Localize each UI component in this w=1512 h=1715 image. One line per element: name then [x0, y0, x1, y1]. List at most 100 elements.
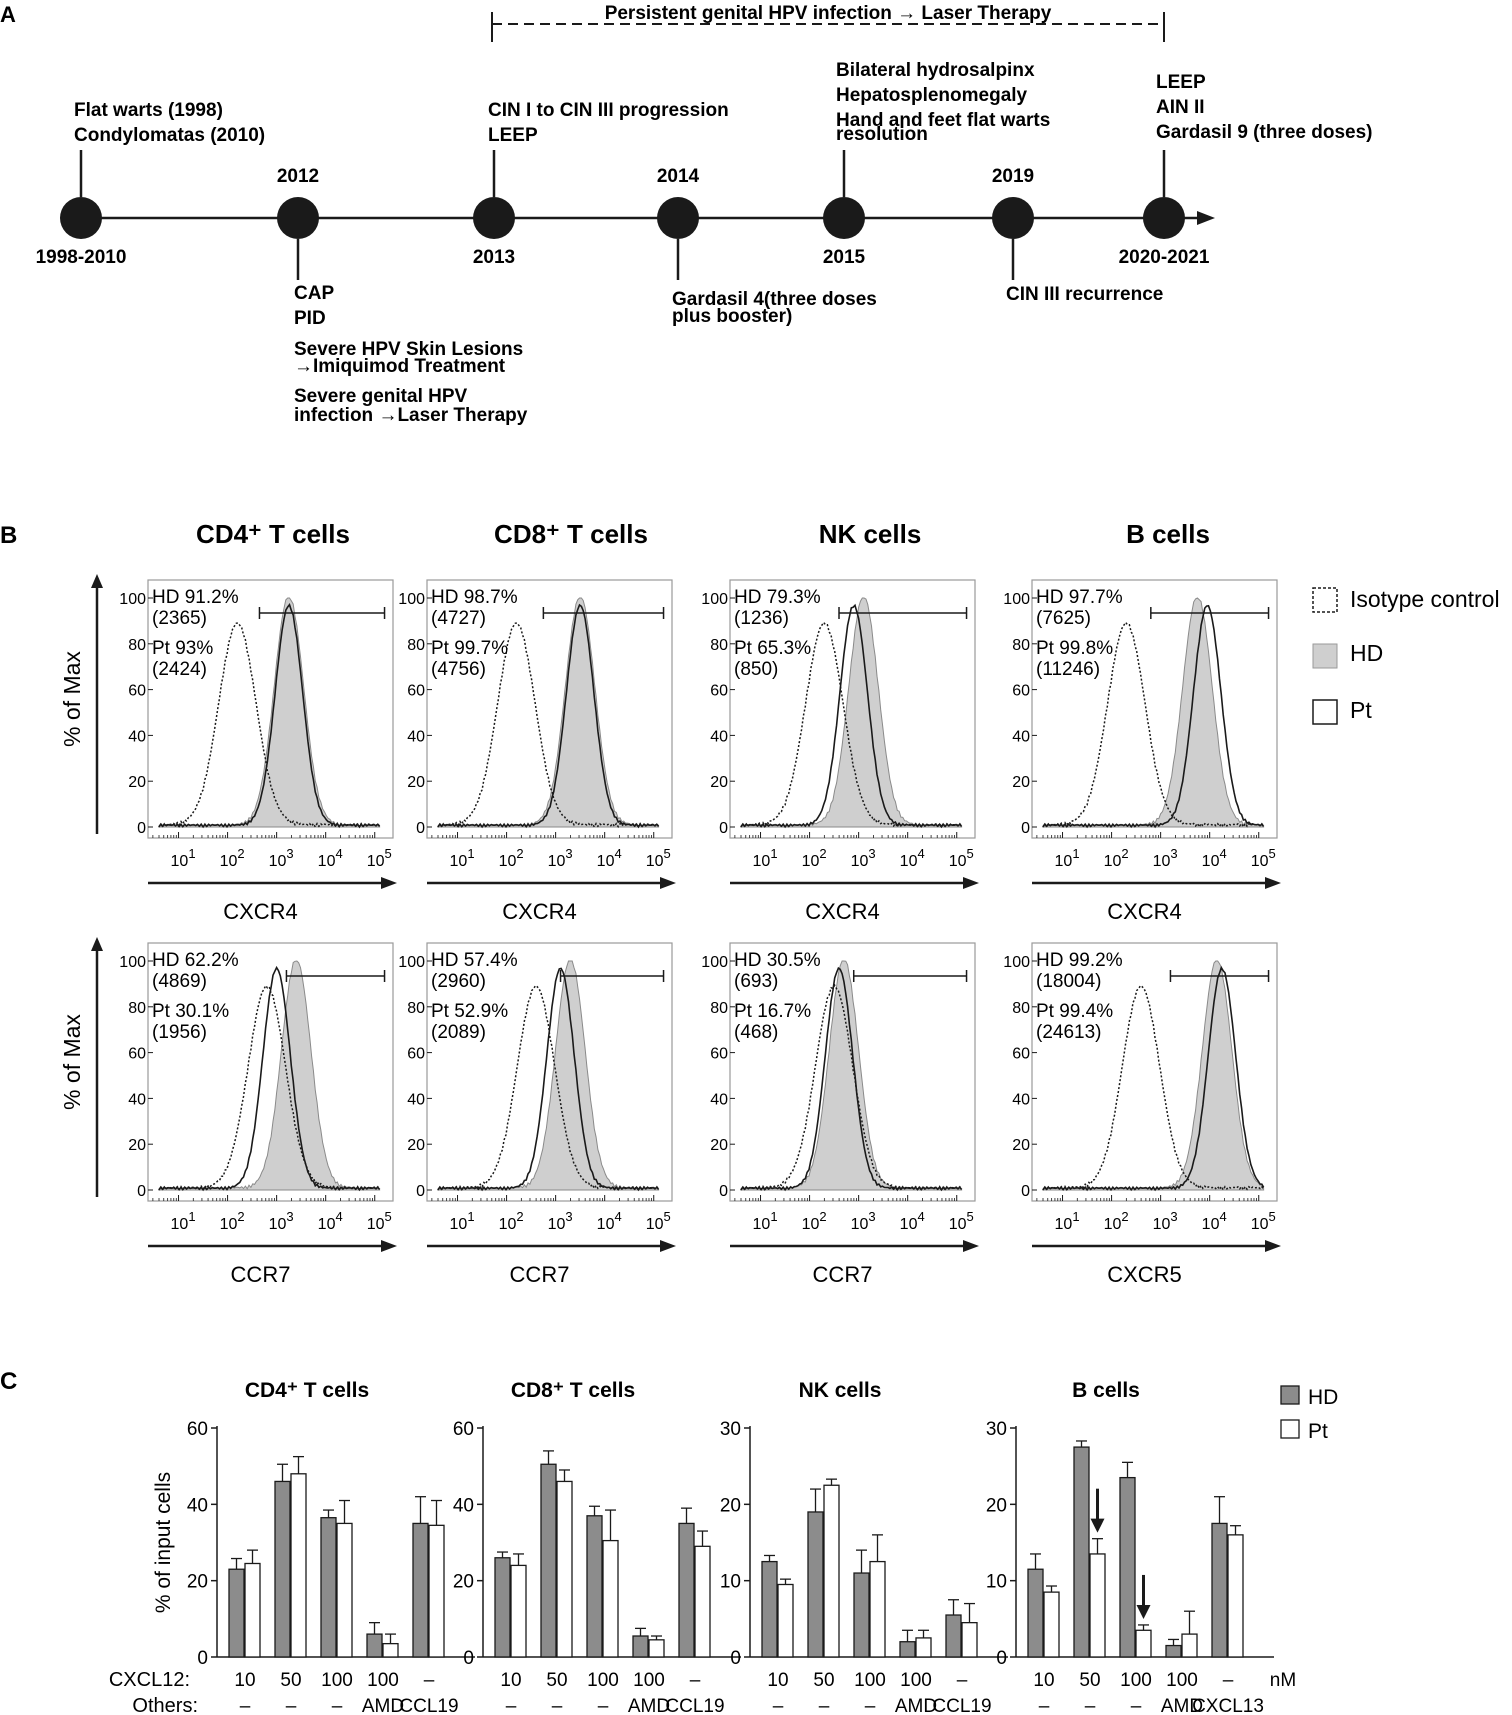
histogram-hd-curve — [437, 960, 660, 1191]
histogram-hd-percent: HD 97.7% — [1036, 587, 1123, 608]
timeline-note: LEEP — [1156, 72, 1206, 93]
histogram-x-tick-label: 101 — [450, 1209, 475, 1233]
histogram-y-tick-label: 40 — [710, 1091, 728, 1108]
others-value: – — [1085, 1696, 1096, 1715]
legend-label-pt: Pt — [1308, 1420, 1328, 1443]
legend-swatch-hd — [1312, 643, 1338, 669]
histogram-pt-curve — [158, 965, 381, 1192]
histogram-y-tick-label: 60 — [407, 1046, 425, 1063]
histogram-y-tick-label: 20 — [128, 774, 146, 791]
legend-label: Isotype control — [1350, 586, 1500, 612]
timeline-note: Bilateral hydrosalpinx — [836, 60, 1035, 81]
histogram-x-tick-label: 104 — [597, 846, 622, 870]
histogram-x-tick-label: 104 — [1202, 1209, 1227, 1233]
histogram-y-tick-label: 20 — [1012, 774, 1030, 791]
timeline-note: Severe HPV Skin Lesions — [294, 339, 523, 360]
histogram-x-tick-label: 102 — [1104, 1209, 1129, 1233]
cxcl12-value: 10 — [767, 1670, 788, 1691]
histogram-marker-label: CCR7 — [231, 1262, 291, 1287]
cxcl12-value: – — [690, 1670, 701, 1691]
cxcl12-value: – — [424, 1670, 435, 1691]
histogram-x-tick-label: 103 — [269, 846, 294, 870]
histogram-x-arrowhead — [963, 1240, 979, 1252]
bar-chart-y-tick-label: 10 — [986, 1572, 1007, 1593]
others-value: CXCL13 — [1192, 1696, 1264, 1715]
histogram-y-tick-label: 80 — [128, 1000, 146, 1017]
histogram-x-tick-label: 105 — [1251, 1209, 1276, 1233]
bar-hd — [586, 1515, 603, 1658]
histogram-pt-mfi: (1956) — [152, 1022, 207, 1043]
histogram-marker-label: CCR7 — [813, 1262, 873, 1287]
timeline-note: CIN I to CIN III progression — [488, 100, 729, 121]
histogram-panel: 100 80 60 40 20 0 HD 79.3%(1236) Pt 65.3%(850) 1… — [701, 579, 979, 924]
histogram-x-tick-label: 103 — [269, 1209, 294, 1233]
histogram-pt-percent: Pt 52.9% — [431, 1001, 508, 1022]
histogram-y-tick-label: 60 — [407, 683, 425, 700]
others-value: – — [773, 1696, 784, 1715]
histogram-y-tick-label: 0 — [416, 820, 425, 837]
histogram-y-tick-label: 0 — [137, 820, 146, 837]
histogram-y-tick-label: 20 — [128, 1137, 146, 1154]
histogram-y-tick-label: 100 — [398, 591, 425, 608]
others-value: – — [1131, 1696, 1142, 1715]
bar-pt — [382, 1642, 399, 1658]
cxcl12-value: 10 — [500, 1670, 521, 1691]
cxcl12-value: – — [957, 1670, 968, 1691]
others-value: AMD — [628, 1696, 670, 1715]
cxcl12-value: 100 — [1166, 1670, 1198, 1691]
histogram-marker-label: CXCR4 — [805, 899, 880, 924]
histogram-column-title: CD4⁺ T cells — [196, 519, 350, 549]
cxcl12-value: 100 — [854, 1670, 886, 1691]
cxcl12-value: – — [1223, 1670, 1234, 1691]
others-value: – — [286, 1696, 297, 1715]
histogram-x-tick-label: 103 — [851, 846, 876, 870]
histogram-y-tick-label: 100 — [119, 954, 146, 971]
histogram-y-tick-label: 80 — [710, 1000, 728, 1017]
histogram-y-tick-label: 100 — [701, 591, 728, 608]
histogram-x-tick-label: 105 — [949, 846, 974, 870]
histogram-hd-percent: HD 79.3% — [734, 587, 821, 608]
panel-b-histograms: CD4⁺ T cells CD8⁺ T cells NK cells B cells I… — [59, 519, 1500, 1287]
histogram-x-tick-label: 101 — [1055, 1209, 1080, 1233]
others-row-label: Others: — [132, 1695, 198, 1715]
histogram-panel: 100 80 60 40 20 0 HD 62.2%(4869) Pt 30.1%(1956)… — [119, 942, 397, 1287]
bar-chart-y-tick-label: 10 — [720, 1572, 741, 1593]
histogram-x-tick-label: 104 — [597, 1209, 622, 1233]
panel-b-label: B — [0, 522, 17, 549]
histogram-y-tick-label: 60 — [710, 1046, 728, 1063]
bar-chart-y-tick-label: 30 — [720, 1419, 741, 1440]
bar-hd — [1027, 1568, 1044, 1658]
others-value: – — [332, 1696, 343, 1715]
histogram-isotype-curve — [437, 622, 660, 829]
histogram-pt-curve — [1042, 604, 1265, 829]
histogram-x-tick-label: 104 — [900, 1209, 925, 1233]
timeline-note: resolution — [836, 124, 928, 145]
histogram-y-tick-label: 0 — [137, 1183, 146, 1200]
histogram-hd-percent: HD 30.5% — [734, 950, 821, 971]
histogram-x-tick-label: 102 — [802, 846, 827, 870]
timeline-note: Flat warts (1998) — [74, 100, 223, 121]
bar-hd — [853, 1572, 870, 1658]
histogram-y-tick-label: 60 — [128, 1046, 146, 1063]
bar-pt — [915, 1637, 932, 1658]
histogram-x-tick-label: 101 — [171, 1209, 196, 1233]
bar-hd — [761, 1560, 778, 1658]
histogram-y-tick-label: 80 — [407, 1000, 425, 1017]
bar-pt — [1089, 1553, 1106, 1658]
bar-hd — [274, 1480, 291, 1658]
bar-chart-title: B cells — [1072, 1379, 1140, 1402]
histogram-x-tick-label: 103 — [548, 846, 573, 870]
histogram-x-tick-label: 102 — [220, 846, 245, 870]
histogram-hd-curve — [1042, 597, 1265, 828]
bar-chart-title: CD4⁺ T cells — [245, 1379, 369, 1402]
bar-pt — [1181, 1633, 1198, 1658]
histogram-y-tick-label: 0 — [719, 820, 728, 837]
bar-pt — [648, 1639, 665, 1658]
histogram-y-tick-label: 100 — [1003, 954, 1030, 971]
bar-chart: CD8⁺ T cells020406010–50–100–100AMD–CCL1… — [453, 1379, 741, 1715]
down-arrow-head — [1090, 1518, 1105, 1533]
histogram-column-title: CD8⁺ T cells — [494, 519, 648, 549]
histogram-y-tick-label: 80 — [128, 637, 146, 654]
timeline-note: Gardasil 4(three doses — [672, 289, 877, 310]
